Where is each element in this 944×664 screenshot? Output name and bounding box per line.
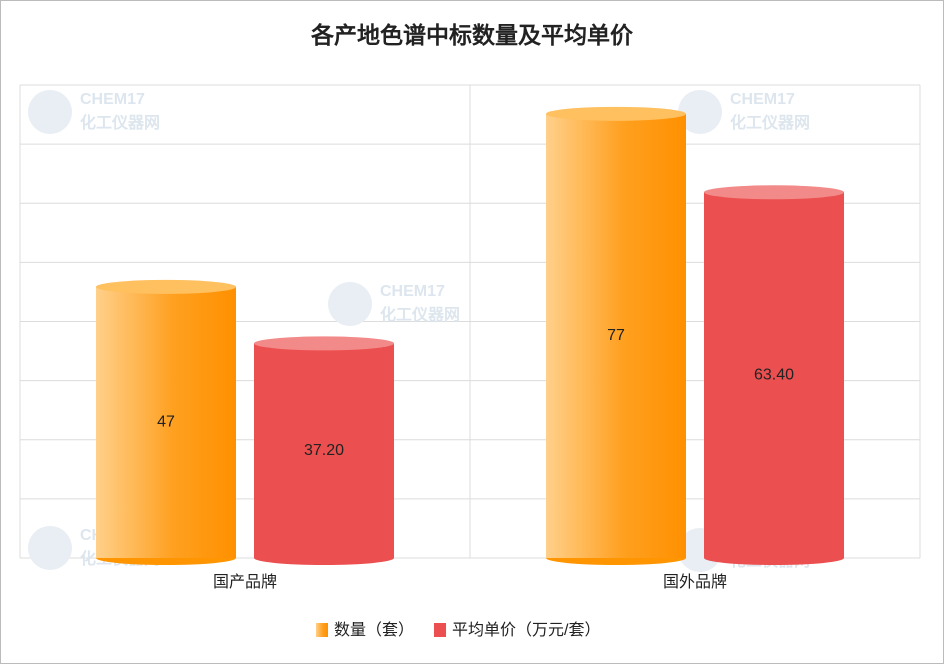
watermark-logo (678, 90, 722, 134)
value-label: 47 (157, 414, 175, 431)
bar (96, 286, 236, 558)
value-label: 63.40 (754, 366, 794, 383)
legend-swatch (316, 623, 328, 637)
legend-label: 数量（套） (334, 621, 414, 639)
x-tick-label: 国外品牌 (663, 573, 727, 591)
watermark: CHEM17 (380, 283, 445, 300)
legend-label: 平均单价（万元/套） (452, 621, 600, 639)
watermark: CHEM17 (730, 91, 795, 108)
bar (254, 343, 394, 558)
bar-cap (704, 185, 844, 200)
bar-cap (546, 106, 686, 121)
watermark: 化工仪器网 (80, 113, 160, 132)
bar (704, 192, 844, 559)
watermark: 化工仪器网 (380, 305, 460, 324)
chart-title: 各产地色谱中标数量及平均单价 (310, 22, 634, 48)
value-label: 37.20 (304, 442, 344, 459)
bar-cap (254, 336, 394, 351)
x-tick-label: 国产品牌 (213, 573, 277, 591)
value-label: 77 (607, 327, 625, 344)
bar (546, 113, 686, 558)
watermark: CHEM17 (80, 91, 145, 108)
bar-cap (96, 279, 236, 294)
watermark: 化工仪器网 (730, 113, 810, 132)
watermark-logo (28, 90, 72, 134)
watermark-logo (328, 282, 372, 326)
legend-swatch (434, 623, 447, 637)
watermark-logo (28, 526, 72, 570)
